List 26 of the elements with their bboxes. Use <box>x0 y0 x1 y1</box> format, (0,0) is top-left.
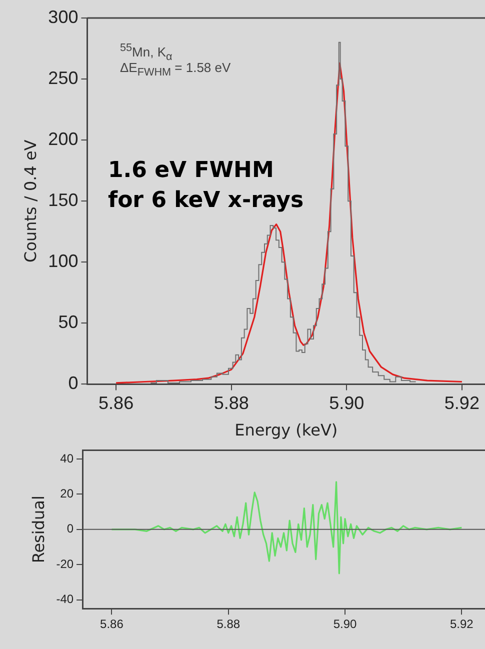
y-tick-label: 150 <box>48 190 78 210</box>
y-tick-label: 300 <box>48 6 78 27</box>
x-tick-label: 5.86 <box>100 617 124 632</box>
y-tick-label: 20 <box>60 486 74 501</box>
annotation: 1.6 eV FWHM for 6 keV x-rays <box>108 157 305 215</box>
x-axis-title: Energy (keV) <box>234 420 338 440</box>
y-tick-label: 250 <box>48 68 78 88</box>
y-tick-label: -20 <box>56 556 74 571</box>
annotation: $^{55}$Mn, K$_{α}$ <box>120 42 172 63</box>
x-tick-label: 5.90 <box>333 617 358 632</box>
x-tick-label: 5.92 <box>444 392 480 413</box>
y-tick-label: 200 <box>48 129 78 150</box>
y-tick-label: 50 <box>58 312 78 332</box>
y-axis-title: Residual <box>28 496 48 564</box>
x-tick-label: 5.88 <box>216 617 240 632</box>
y-tick-label: 100 <box>48 251 78 272</box>
y-tick-label: 0 <box>68 373 78 394</box>
y-axis-title: Counts / 0.4 eV <box>20 140 40 262</box>
x-tick-label: 5.86 <box>98 392 134 413</box>
annotation: ΔE$_{FWHM}$ = 1.58 eV <box>120 60 231 79</box>
y-tick-label: 40 <box>60 451 74 466</box>
y-tick-label: -40 <box>56 592 74 606</box>
y-tick-label: 0 <box>66 522 74 536</box>
x-tick-label: 5.90 <box>329 392 364 413</box>
x-tick-label: 5.88 <box>214 392 249 413</box>
x-tick-label: 5.92 <box>450 617 474 632</box>
